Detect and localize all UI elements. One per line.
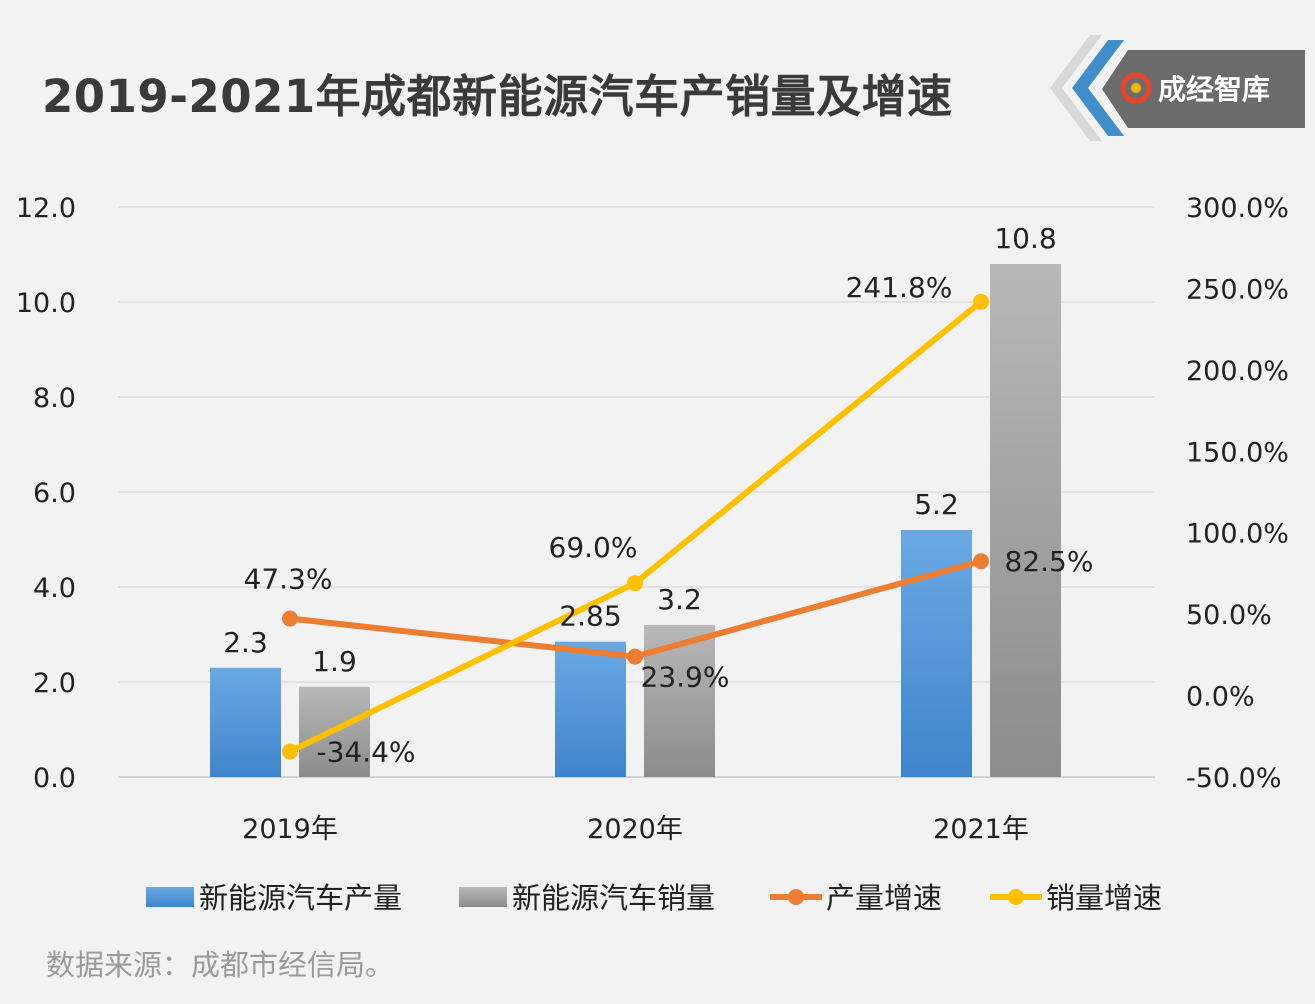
x-tick-label: 2019年 — [242, 814, 338, 845]
legend-swatch — [146, 887, 194, 907]
production-growth-marker — [973, 553, 989, 570]
x-axis: 2019年 2020年 2021年 — [242, 814, 1029, 845]
production-bar — [555, 641, 626, 777]
legend-sales-growth: 销量增速 — [990, 881, 1162, 915]
production-growth-marker — [282, 610, 298, 627]
legend-label: 销量增速 — [1046, 881, 1162, 915]
sales-growth-label: 241.8% — [846, 271, 953, 304]
legend-label: 新能源汽车产量 — [199, 881, 402, 915]
production-growth-label: 47.3% — [244, 563, 333, 596]
sales-growth-line — [288, 299, 983, 755]
right-tick-label: 200.0% — [1186, 356, 1289, 387]
data-labels: 2.3 2.85 5.2 1.9 3.2 10.8 47.3% 23.9% 82.5% -34.4… — [223, 222, 1093, 769]
legend-production: 新能源汽车产量 — [146, 881, 402, 915]
sales-value-label: 3.2 — [657, 583, 702, 616]
left-tick-label: 6.0 — [33, 478, 76, 509]
legend-label: 产量增速 — [826, 881, 942, 915]
production-value-label: 2.85 — [559, 600, 621, 633]
sales-growth-label: -34.4% — [316, 736, 415, 769]
right-tick-label: 100.0% — [1186, 519, 1289, 550]
right-tick-label: 150.0% — [1186, 437, 1289, 468]
production-bar — [210, 667, 281, 777]
source-note: 数据来源：成都市经信局。 — [46, 948, 395, 982]
production-growth-label: 23.9% — [641, 661, 730, 694]
x-tick-label: 2020年 — [587, 814, 683, 845]
legend-production-growth: 产量增速 — [770, 881, 942, 915]
logo-swirl-core — [1131, 83, 1141, 93]
logo-chevron-blue — [1072, 40, 1124, 136]
legend-label: 新能源汽车销量 — [512, 881, 715, 915]
chart-title: 2019-2021年成都新能源汽车产销量及增速 — [42, 70, 953, 123]
left-tick-label: 12.0 — [16, 193, 76, 224]
sales-bar — [990, 264, 1061, 777]
right-tick-label: 0.0% — [1186, 682, 1255, 713]
sales-value-label: 10.8 — [994, 222, 1056, 255]
right-axis: -50.0% 0.0% 50.0% 100.0% 150.0% 200.0% 250.0% 3… — [1186, 193, 1289, 794]
logo-chevron-outer — [1050, 35, 1102, 141]
legend: 新能源汽车产量 新能源汽车销量 产量增速 销量增速 — [146, 881, 1162, 915]
legend-swatch-marker — [788, 889, 804, 905]
lines — [282, 293, 989, 760]
legend-swatch — [459, 887, 507, 907]
production-growth-marker — [627, 648, 643, 665]
x-tick-label: 2021年 — [933, 814, 1029, 845]
left-axis: 0.0 2.0 4.0 6.0 8.0 10.0 12.0 — [16, 193, 76, 794]
left-tick-label: 10.0 — [16, 288, 76, 319]
logo-text: 成经智库 — [1158, 73, 1270, 106]
brand-logo: 成经智库 — [1050, 35, 1305, 141]
right-tick-label: 50.0% — [1186, 600, 1272, 631]
logo-swirl-icon — [1120, 72, 1152, 104]
left-tick-label: 2.0 — [33, 668, 76, 699]
right-tick-label: -50.0% — [1186, 763, 1282, 794]
production-value-label: 2.3 — [223, 626, 268, 659]
grid-lines — [118, 206, 1155, 778]
production-value-label: 5.2 — [914, 488, 959, 521]
left-tick-label: 4.0 — [33, 573, 76, 604]
legend-sales: 新能源汽车销量 — [459, 881, 715, 915]
legend-swatch-marker — [1008, 889, 1024, 905]
left-tick-label: 0.0 — [33, 763, 76, 794]
sales-growth-marker — [282, 743, 298, 760]
left-tick-label: 8.0 — [33, 383, 76, 414]
bars — [210, 264, 1061, 777]
logo-banner — [1102, 50, 1305, 128]
sales-growth-marker — [627, 575, 643, 592]
sales-bar — [644, 625, 715, 777]
sales-value-label: 1.9 — [312, 645, 357, 678]
sales-growth-marker — [973, 293, 989, 310]
production-growth-label: 82.5% — [1005, 545, 1094, 578]
combo-chart: 0.0 2.0 4.0 6.0 8.0 10.0 12.0 -50.0% 0.0% 50.0% 1… — [16, 193, 1289, 915]
sales-growth-label: 69.0% — [549, 531, 638, 564]
right-tick-label: 300.0% — [1186, 193, 1289, 224]
right-tick-label: 250.0% — [1186, 274, 1289, 305]
